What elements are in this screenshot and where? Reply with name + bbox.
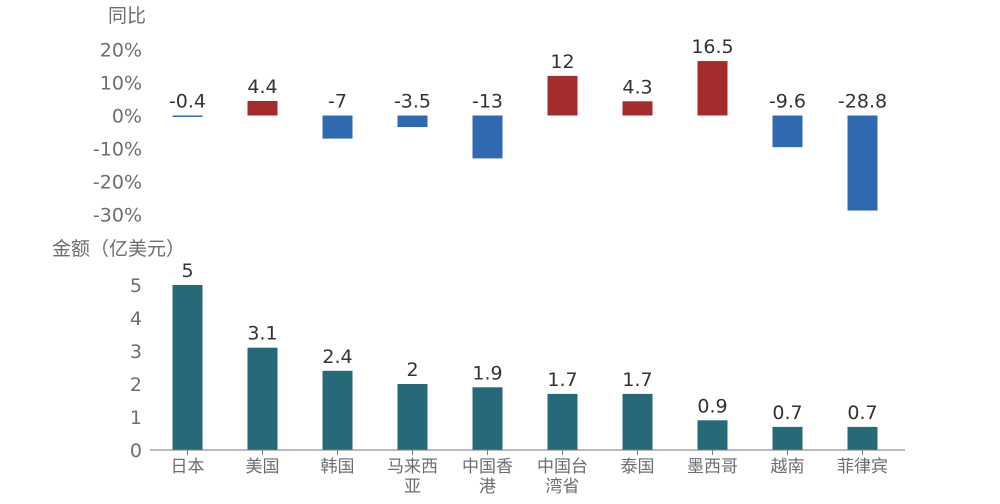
top-y-tick: -20% xyxy=(93,172,142,194)
bottom-y-tick: 4 xyxy=(130,308,142,330)
top-bar xyxy=(547,75,578,116)
top-bar xyxy=(472,115,503,159)
bottom-data-label: 2 xyxy=(406,359,418,381)
top-bar xyxy=(172,115,203,117)
bottom-data-label: 5 xyxy=(181,260,193,282)
x-category-label: 菲律宾 xyxy=(837,457,888,477)
bottom-bar xyxy=(397,384,428,450)
top-data-label: 4.4 xyxy=(247,76,277,98)
bottom-y-tick: 1 xyxy=(130,407,142,429)
bottom-data-label: 2.4 xyxy=(322,346,352,368)
top-data-label: -0.4 xyxy=(169,91,206,113)
bottom-data-label: 0.7 xyxy=(847,402,877,424)
top-data-label: 12 xyxy=(550,51,574,73)
top-bars: -0.4 4.4 -7 -3.5 -13 12 4.3 16.5 -9.6 -28.8 xyxy=(169,36,887,211)
top-data-label: -3.5 xyxy=(394,91,431,113)
bottom-bar xyxy=(697,420,728,450)
x-category-label: 中国香 xyxy=(462,457,513,477)
x-category-label: 韩国 xyxy=(321,457,355,477)
bottom-y-axis: 5 4 3 2 1 0 xyxy=(130,275,142,462)
bottom-bar xyxy=(172,285,203,450)
top-bar xyxy=(697,61,728,116)
bottom-bar xyxy=(622,393,653,450)
bottom-y-tick: 5 xyxy=(130,275,142,297)
bottom-bar xyxy=(772,426,803,450)
bottom-bars: 5 3.1 2.4 2 1.9 1.7 1.7 0.9 0.7 0.7 xyxy=(172,260,878,450)
bottom-data-label: 1.7 xyxy=(547,369,577,391)
top-data-label: 16.5 xyxy=(691,36,733,58)
top-y-axis-title: 同比 xyxy=(108,5,146,27)
bottom-y-tick: 0 xyxy=(130,440,142,462)
bottom-y-axis-title: 金额（亿美元） xyxy=(52,238,185,260)
top-y-tick: 20% xyxy=(100,40,142,62)
bottom-data-label: 0.9 xyxy=(697,395,727,417)
bottom-bar xyxy=(247,347,278,450)
top-data-label: 4.3 xyxy=(622,76,652,98)
bottom-y-tick: 2 xyxy=(130,374,142,396)
x-category-label: 越南 xyxy=(771,457,805,477)
bottom-data-label: 3.1 xyxy=(247,323,277,345)
top-bar xyxy=(322,115,353,139)
top-data-label: -28.8 xyxy=(838,91,887,113)
x-category-label: 湾省 xyxy=(546,477,580,497)
bottom-bar xyxy=(322,370,353,450)
x-category-label: 泰国 xyxy=(621,457,655,477)
bottom-data-label: 0.7 xyxy=(772,402,802,424)
top-bar xyxy=(247,100,278,116)
x-category-label: 墨西哥 xyxy=(687,457,738,477)
top-data-label: -7 xyxy=(328,91,347,113)
top-bar xyxy=(772,115,803,148)
x-category-label: 港 xyxy=(479,477,496,497)
bottom-y-tick: 3 xyxy=(130,341,142,363)
bottom-bar xyxy=(847,426,878,450)
top-y-tick: 10% xyxy=(100,73,142,95)
top-data-label: -9.6 xyxy=(769,91,806,113)
top-y-tick: -30% xyxy=(93,205,142,227)
top-y-tick: 0% xyxy=(112,106,142,128)
bottom-data-label: 1.7 xyxy=(622,369,652,391)
x-category-label: 中国台 xyxy=(537,457,588,477)
top-data-label: -13 xyxy=(472,91,503,113)
bottom-bar xyxy=(547,393,578,450)
top-y-axis: 20% 10% 0% -10% -20% -30% xyxy=(93,40,142,227)
top-y-tick: -10% xyxy=(93,139,142,161)
top-bar xyxy=(397,115,428,128)
x-category-label: 美国 xyxy=(246,457,280,477)
x-category-label: 日本 xyxy=(171,457,205,477)
bottom-data-label: 1.9 xyxy=(472,362,502,384)
bottom-bar xyxy=(472,387,503,450)
top-bar xyxy=(847,115,878,211)
x-category-label: 亚 xyxy=(404,477,421,497)
top-bar xyxy=(622,101,653,116)
x-category-label: 马来西 xyxy=(387,457,438,477)
